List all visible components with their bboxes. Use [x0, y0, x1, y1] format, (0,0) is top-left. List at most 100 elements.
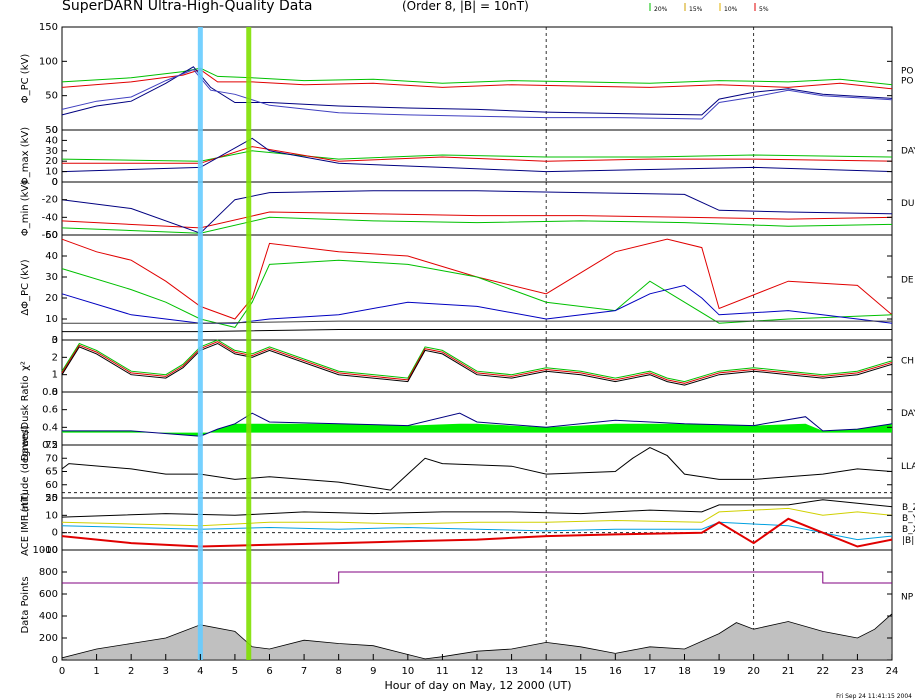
y-tick-label: 1	[52, 370, 58, 381]
legend-label: 15%	[689, 6, 703, 13]
x-tick-label: 15	[574, 666, 587, 677]
y-tick-label: 600	[39, 589, 58, 600]
series-line-phi_pc-1	[61, 69, 893, 90]
panel-frame	[61, 497, 893, 551]
y-tick-label: 65	[45, 467, 58, 478]
y-tick-label: 50	[45, 125, 58, 136]
panel-delta_phi: 0 10 20 30 40 50 ΔΦ_PC (kV) DE	[20, 230, 914, 346]
y-axis-label: Φ_PC (kV)	[20, 54, 31, 104]
y-tick-label: 50	[45, 91, 58, 102]
series-line-phi_min-1	[61, 211, 893, 229]
series-line-phi_pc-3	[61, 69, 893, 120]
series-line-delta_phi-2	[61, 284, 893, 324]
y-tick-label: 400	[39, 611, 58, 622]
y-tick-label: -40	[42, 212, 58, 223]
x-tick-label: 7	[301, 666, 307, 677]
x-tick-label: 6	[266, 666, 272, 677]
event-markers	[197, 27, 252, 660]
y-tick-label: 0.8	[42, 387, 58, 398]
series-line-chi2-1	[61, 341, 893, 384]
x-axis: 0 1 2 3 4 5 6 7 8 9 10 11 12 13 14 15 16 17 18 19 20 21 22 23 24	[59, 654, 899, 677]
panel-ratio: 0.2 0.4 0.6 0.8 Dawn/Dusk Ratio DAY	[20, 376, 915, 462]
series-line-imf-3	[61, 517, 893, 548]
right-label: NP	[901, 593, 914, 603]
legend-label: 5%	[759, 6, 769, 13]
x-tick-label: 11	[436, 666, 449, 677]
series-line-phi_min-0	[61, 216, 893, 234]
x-tick-label: 8	[335, 666, 341, 677]
x-tick-label: 16	[609, 666, 622, 677]
y-tick-label: 0.6	[42, 405, 58, 416]
imf-component-label: |B|	[902, 536, 914, 546]
x-tick-label: 17	[644, 666, 657, 677]
x-tick-label: 14	[540, 666, 553, 677]
y-tick-label: 200	[39, 633, 58, 644]
series-line-phi_min-2	[61, 190, 893, 234]
imf-component-label: B_Z	[902, 503, 915, 513]
y-axis-label: χ²	[20, 361, 31, 371]
panel-latitude: 55 60 65 70 75 Latitude (degrees) LLA	[20, 425, 915, 517]
y-tick-label: 0.4	[42, 422, 58, 433]
y-tick-label: 20	[45, 493, 58, 504]
timestamp: Fri Sep 24 11:41:15 2004	[836, 693, 912, 700]
x-tick-label: 24	[886, 666, 899, 677]
y-tick-label: 50	[45, 230, 58, 241]
x-tick-label: 23	[851, 666, 864, 677]
x-tick-label: 4	[197, 666, 203, 677]
y-tick-label: -20	[42, 195, 58, 206]
y-tick-label: 20	[45, 156, 58, 167]
series-line-chi2-0	[61, 339, 893, 383]
panel-frame	[61, 444, 893, 499]
x-tick-label: 12	[471, 666, 484, 677]
y-tick-label: 0	[52, 177, 58, 188]
series-line-delta_phi-1	[61, 259, 893, 328]
x-tick-label: 9	[370, 666, 376, 677]
y-tick-label: 0	[52, 177, 58, 188]
y-tick-label: 20	[45, 293, 58, 304]
legend-label: 20%	[654, 6, 668, 13]
event-marker-0	[197, 27, 203, 660]
y-axis-label: Dawn/Dusk Ratio	[20, 376, 31, 462]
series-line-latitude-0	[61, 447, 893, 491]
right-label: DAY	[901, 146, 915, 156]
x-tick-label: 3	[163, 666, 169, 677]
y-axis-label: Φ_max (kV)	[20, 127, 31, 185]
y-tick-label: 0.2	[42, 440, 58, 451]
y-tick-label: 10	[45, 510, 58, 521]
y-tick-label: 55	[45, 493, 58, 504]
y-axis-label: Φ_min (kV)	[20, 181, 31, 236]
right-label: PO	[901, 66, 914, 76]
y-tick-label: 0	[52, 528, 58, 539]
y-tick-label: 0	[52, 655, 58, 666]
ratio-fill	[62, 423, 892, 437]
x-tick-label: 2	[128, 666, 134, 677]
y-tick-label: -60	[42, 230, 58, 241]
series-line-delta_phi-0	[61, 238, 893, 320]
event-marker-1	[246, 27, 252, 660]
y-tick-label: 0	[52, 125, 58, 136]
y-tick-label: 30	[45, 146, 58, 157]
y-axis-label: Data Points	[20, 576, 31, 633]
series-line-imf-0	[61, 499, 893, 518]
y-tick-label: -10	[42, 545, 58, 556]
x-tick-label: 0	[59, 666, 65, 677]
panel-frame	[61, 391, 893, 446]
y-tick-label: 10	[45, 314, 58, 325]
series-line-imf-1	[61, 507, 893, 527]
x-tick-label: 20	[747, 666, 760, 677]
y-tick-label: 0	[52, 387, 58, 398]
series-line-delta_phi-3	[62, 329, 892, 333]
x-tick-label: 18	[678, 666, 691, 677]
y-tick-label: 40	[45, 251, 58, 262]
x-tick-label: 19	[713, 666, 726, 677]
y-axis-label: ACE IMF (nT)	[20, 492, 31, 556]
x-tick-label: 1	[93, 666, 99, 677]
x-tick-label: 13	[505, 666, 518, 677]
series-line-imf-2	[61, 521, 893, 541]
x-tick-label: 21	[782, 666, 795, 677]
panel-npts: 0 200 400 600 800 1000 Data Points NP	[20, 545, 914, 666]
y-tick-label: 40	[45, 135, 58, 146]
imf-component-label: B_X	[902, 525, 915, 535]
chart-title: SuperDARN Ultra-High-Quality Data	[62, 0, 312, 14]
